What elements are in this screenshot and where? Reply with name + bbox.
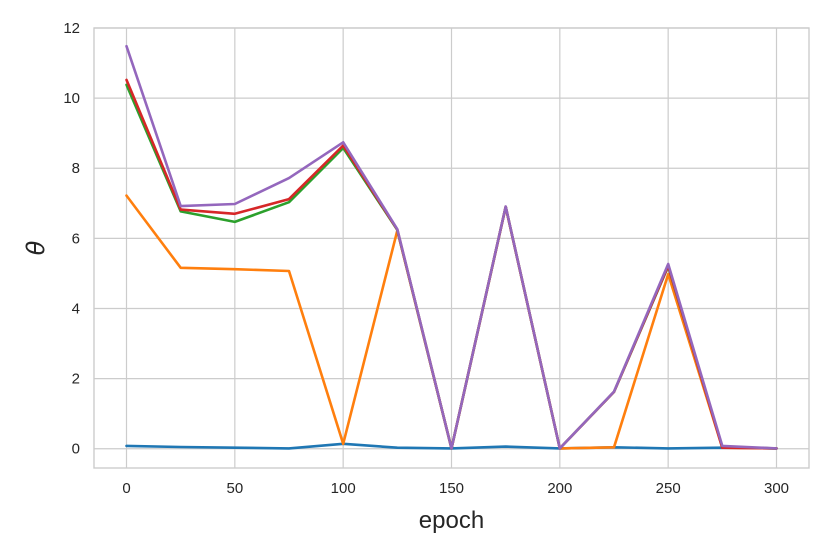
x-tick-label: 200 <box>547 480 572 497</box>
x-tick-label: 50 <box>226 480 243 497</box>
y-axis-label: θ <box>22 240 50 255</box>
x-axis-label: epoch <box>419 507 484 534</box>
y-tick-label: 0 <box>72 441 80 458</box>
x-tick-label: 300 <box>764 480 789 497</box>
y-tick-label: 12 <box>63 20 80 37</box>
y-tick-label: 4 <box>72 300 80 317</box>
y-tick-label: 2 <box>72 371 80 388</box>
y-tick-label: 8 <box>72 160 80 177</box>
x-tick-label: 250 <box>656 480 681 497</box>
x-tick-label: 0 <box>122 480 130 497</box>
plot-area-frame <box>93 27 810 469</box>
series-group <box>125 44 778 450</box>
x-tick-label: 100 <box>331 480 356 497</box>
y-tick-label: 10 <box>63 90 80 107</box>
tick-labels: 0 50 100 150 200 250 300 0 2 4 6 8 10 12 <box>63 20 789 497</box>
series-line-5 <box>125 44 778 450</box>
grid-lines <box>94 27 809 468</box>
x-tick-label: 150 <box>439 480 464 497</box>
y-tick-label: 6 <box>72 230 80 247</box>
